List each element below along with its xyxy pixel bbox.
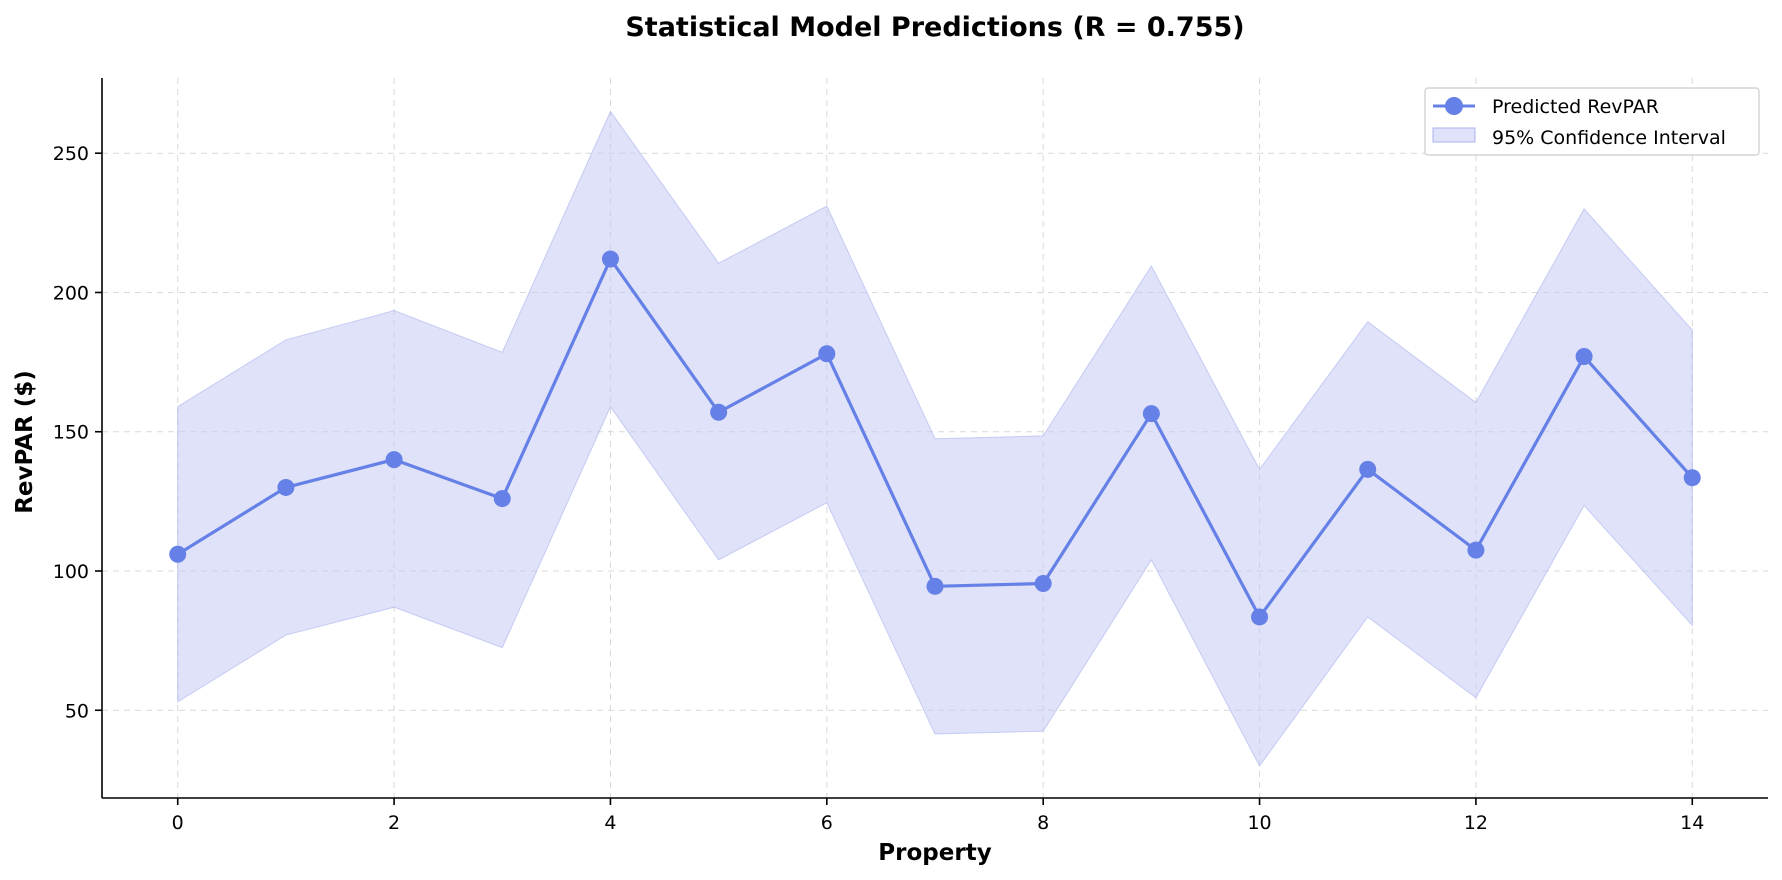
y-tick-label-150: 150: [53, 422, 89, 444]
confidence-band-layer: [177, 110, 1693, 767]
x-tick-label-6: 6: [821, 812, 833, 834]
chart-title: Statistical Model Predictions (R = 0.755…: [625, 12, 1244, 43]
prediction-point-0: [169, 545, 187, 563]
y-tick-label-50: 50: [65, 700, 89, 722]
prediction-point-6: [818, 345, 836, 363]
prediction-point-4: [601, 250, 619, 268]
legend-label-ci: 95% Confidence Interval: [1492, 127, 1726, 149]
prediction-point-9: [1142, 405, 1160, 423]
legend-label-predicted: Predicted RevPAR: [1492, 96, 1659, 118]
prediction-point-11: [1359, 460, 1377, 478]
prediction-point-3: [493, 490, 511, 508]
legend-band-swatch: [1432, 127, 1476, 143]
series-layer: [169, 250, 1701, 626]
x-tick-label-10: 10: [1247, 812, 1271, 834]
x-tick-label-12: 12: [1464, 812, 1488, 834]
x-tick-label-8: 8: [1037, 812, 1049, 834]
prediction-point-14: [1683, 469, 1701, 487]
x-tick-label-2: 2: [388, 812, 400, 834]
prediction-point-7: [926, 577, 944, 595]
prediction-point-12: [1467, 541, 1485, 559]
x-axis-label: Property: [878, 840, 991, 866]
prediction-point-5: [710, 403, 728, 421]
y-tick-label-250: 250: [53, 143, 89, 165]
prediction-point-8: [1034, 575, 1052, 593]
confidence-band: [177, 110, 1693, 767]
x-tick-label-0: 0: [172, 812, 184, 834]
legend: Predicted RevPAR 95% Confidence Interval: [1424, 87, 1760, 156]
y-axis-label: RevPAR ($): [12, 370, 38, 514]
y-tick-label-200: 200: [53, 282, 89, 304]
prediction-point-13: [1575, 348, 1593, 366]
y-tick-label-100: 100: [53, 561, 89, 583]
x-tick-label-4: 4: [604, 812, 616, 834]
prediction-point-10: [1251, 608, 1269, 626]
x-tick-label-14: 14: [1680, 812, 1704, 834]
prediction-point-1: [277, 478, 295, 496]
prediction-point-2: [385, 451, 403, 469]
axes: 0 2 4 6 8 10 12 14 50 100 150 200 250: [53, 78, 1768, 834]
legend-marker-swatch: [1445, 97, 1463, 115]
legend-frame: [1424, 87, 1760, 156]
